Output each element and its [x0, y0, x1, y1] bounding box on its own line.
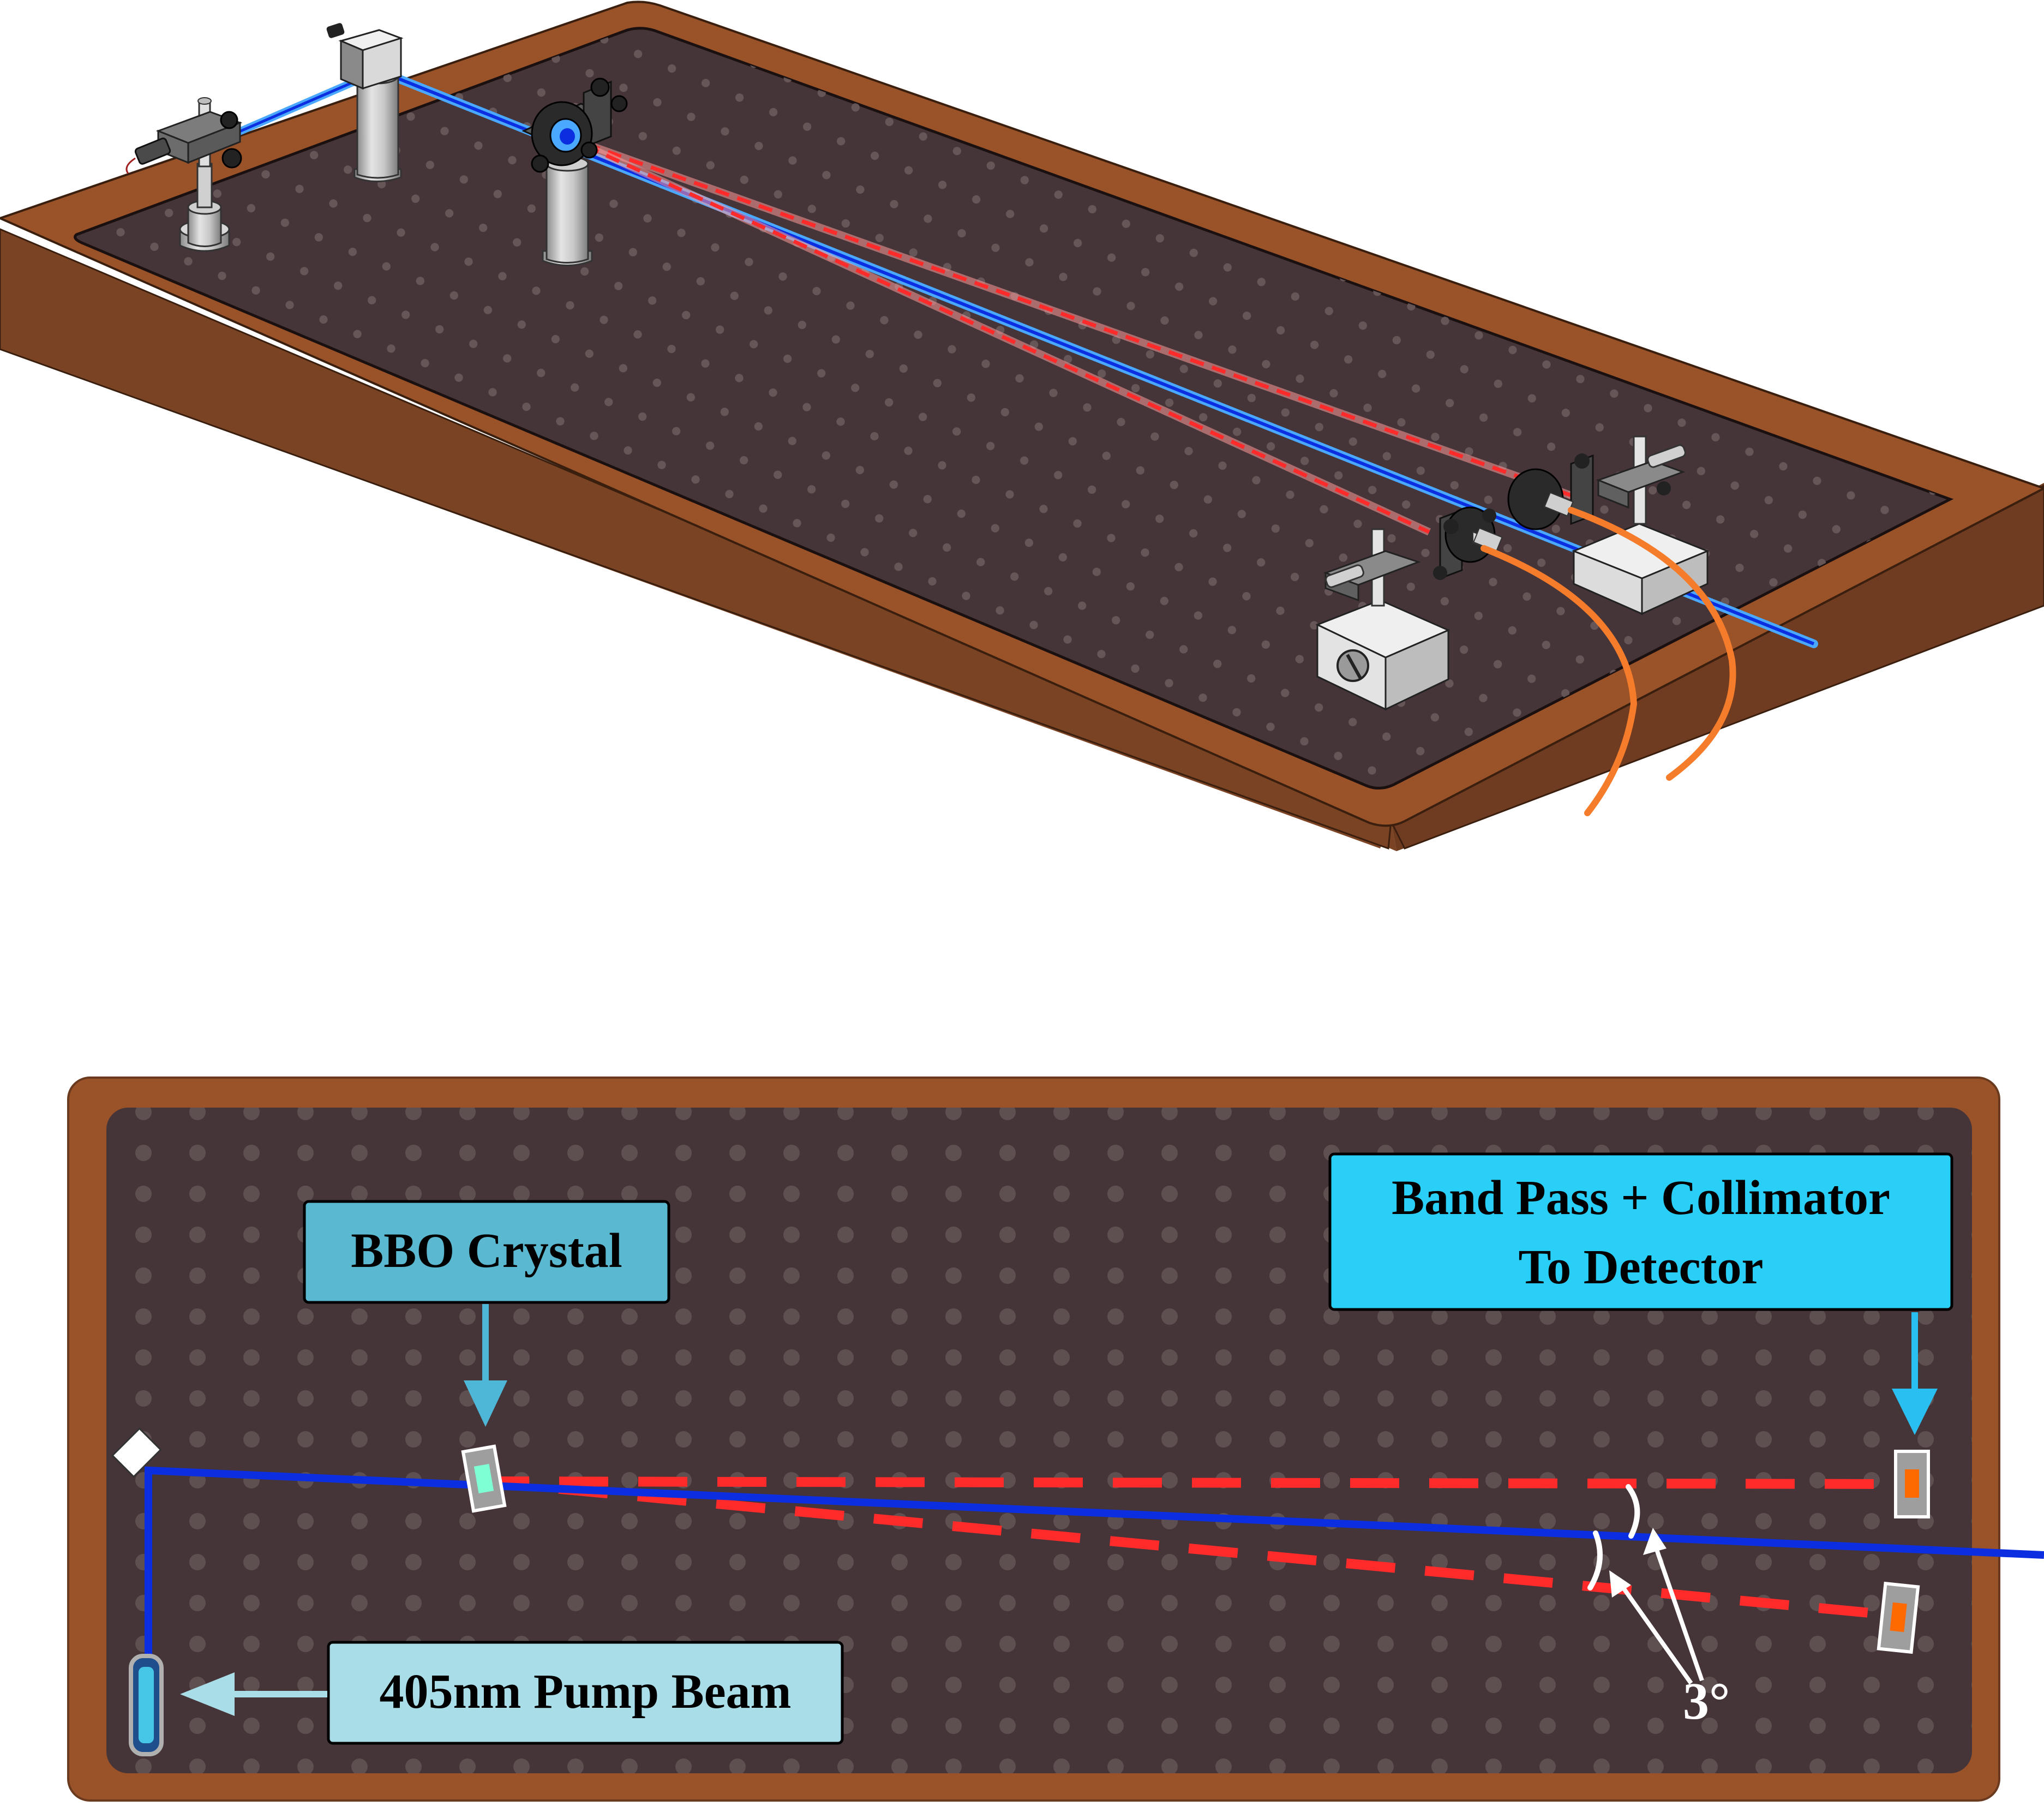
band-pass-label-line1: Band Pass + Collimator [1392, 1171, 1890, 1225]
mirror-icon [111, 1427, 162, 1478]
detector-icon [1877, 1581, 1920, 1654]
pump-beam-label: 405nm Pump Beam [379, 1665, 791, 1719]
bbo-crystal-callout: BBO Crystal [303, 1200, 670, 1427]
beams-3d [231, 67, 1818, 648]
angle-label: 3° [1683, 1672, 1730, 1730]
angle-arcs [1587, 1484, 1704, 1685]
laser-icon [129, 1654, 164, 1756]
pump-beam-callout: 405nm Pump Beam [180, 1641, 844, 1745]
band-pass-label-box [1328, 1152, 1953, 1311]
bbo-crystal-label-box [303, 1200, 670, 1304]
bbo-crystal-label: BBO Crystal [351, 1224, 622, 1278]
detector-stage-2-3d [1507, 435, 1710, 615]
beams-2d [145, 1466, 2044, 1661]
laser-mount-3d [125, 97, 243, 252]
fibers-3d [1480, 507, 1736, 816]
detector-icon [1894, 1450, 1930, 1518]
detector-stage-1-3d [1315, 506, 1503, 711]
band-pass-label-line2: To Detector [1519, 1240, 1764, 1294]
pump-beam-label-box [327, 1641, 844, 1745]
band-pass-callout: Band Pass + Collimator To Detector [1328, 1152, 1953, 1435]
table-3d [0, 1, 2044, 851]
bbo-mount-3d [522, 77, 628, 266]
bbo-crystal-icon [461, 1444, 507, 1513]
mirror-mount-3d [326, 23, 404, 182]
